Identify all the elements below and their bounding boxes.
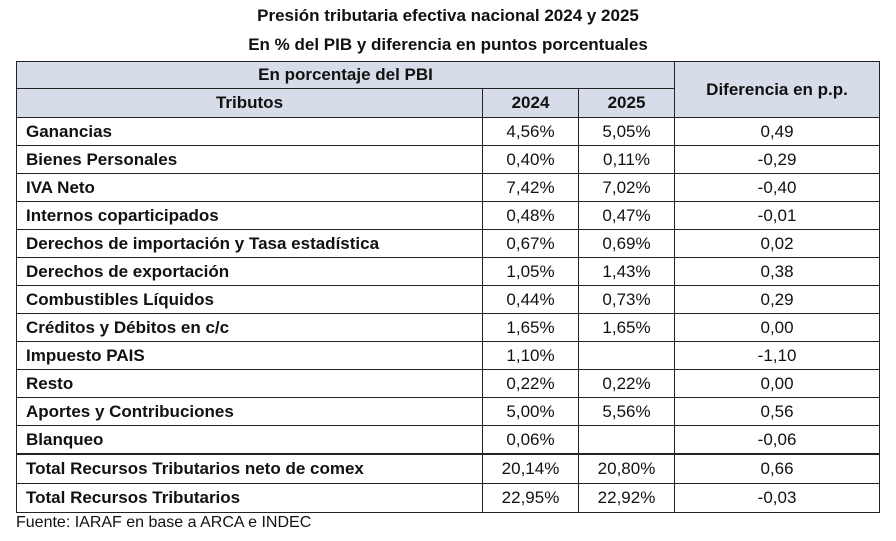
tributo-name: Derechos de exportación <box>17 258 483 286</box>
value-difference: -1,10 <box>675 342 880 370</box>
value-difference: 0,29 <box>675 286 880 314</box>
value-difference: -0,06 <box>675 426 880 455</box>
table-row: Créditos y Débitos en c/c1,65%1,65%0,00 <box>17 314 880 342</box>
value-2024: 22,95% <box>483 484 579 513</box>
table-title: Presión tributaria efectiva nacional 202… <box>0 5 896 27</box>
value-2025: 5,56% <box>579 398 675 426</box>
table-row: Resto0,22%0,22%0,00 <box>17 370 880 398</box>
value-difference: -0,01 <box>675 202 880 230</box>
value-2025: 20,80% <box>579 454 675 484</box>
value-difference: 0,56 <box>675 398 880 426</box>
table-row: Derechos de importación y Tasa estadísti… <box>17 230 880 258</box>
tributo-name: Aportes y Contribuciones <box>17 398 483 426</box>
value-2025: 0,47% <box>579 202 675 230</box>
value-2024: 0,67% <box>483 230 579 258</box>
tributo-name: Blanqueo <box>17 426 483 455</box>
tributo-name: Combustibles Líquidos <box>17 286 483 314</box>
table-row: IVA Neto7,42%7,02%-0,40 <box>17 174 880 202</box>
value-2025: 5,05% <box>579 118 675 146</box>
header-2025: 2025 <box>579 89 675 118</box>
table-row: Bienes Personales0,40%0,11%-0,29 <box>17 146 880 174</box>
value-2024: 4,56% <box>483 118 579 146</box>
tax-pressure-table: En porcentaje del PBI Diferencia en p.p.… <box>16 61 880 513</box>
header-group-label: En porcentaje del PBI <box>17 62 675 89</box>
value-difference: 0,02 <box>675 230 880 258</box>
table-row: Impuesto PAIS1,10% -1,10 <box>17 342 880 370</box>
value-difference: 0,66 <box>675 454 880 484</box>
value-2025: 1,43% <box>579 258 675 286</box>
value-difference: 0,00 <box>675 314 880 342</box>
tributo-name: Total Recursos Tributarios neto de comex <box>17 454 483 484</box>
value-2025: 0,22% <box>579 370 675 398</box>
tributo-name: Resto <box>17 370 483 398</box>
tributo-name: Internos coparticipados <box>17 202 483 230</box>
value-2024: 0,22% <box>483 370 579 398</box>
value-2025: 1,65% <box>579 314 675 342</box>
tributo-name: Ganancias <box>17 118 483 146</box>
value-2024: 5,00% <box>483 398 579 426</box>
value-2025: 0,73% <box>579 286 675 314</box>
table-row: Aportes y Contribuciones5,00%5,56%0,56 <box>17 398 880 426</box>
table-row: Combustibles Líquidos0,44%0,73%0,29 <box>17 286 880 314</box>
table-row: Blanqueo0,06% -0,06 <box>17 426 880 455</box>
header-tributos: Tributos <box>17 89 483 118</box>
value-difference: -0,40 <box>675 174 880 202</box>
value-2024: 0,06% <box>483 426 579 455</box>
table-subtitle: En % del PIB y diferencia en puntos porc… <box>0 34 896 56</box>
tributo-name: Créditos y Débitos en c/c <box>17 314 483 342</box>
table-row: Internos coparticipados0,48%0,47%-0,01 <box>17 202 880 230</box>
value-2024: 1,10% <box>483 342 579 370</box>
total-row: Total Recursos Tributarios22,95%22,92%-0… <box>17 484 880 513</box>
value-2024: 7,42% <box>483 174 579 202</box>
value-2025: 0,11% <box>579 146 675 174</box>
value-difference: 0,49 <box>675 118 880 146</box>
tributo-name: Derechos de importación y Tasa estadísti… <box>17 230 483 258</box>
tributo-name: Impuesto PAIS <box>17 342 483 370</box>
value-2025: 22,92% <box>579 484 675 513</box>
value-2024: 1,65% <box>483 314 579 342</box>
value-difference: 0,38 <box>675 258 880 286</box>
source-note: Fuente: IARAF en base a ARCA e INDEC <box>16 512 311 534</box>
total-row: Total Recursos Tributarios neto de comex… <box>17 454 880 484</box>
table-row: Derechos de exportación1,05%1,43%0,38 <box>17 258 880 286</box>
value-2024: 20,14% <box>483 454 579 484</box>
tributo-name: Total Recursos Tributarios <box>17 484 483 513</box>
tributo-name: IVA Neto <box>17 174 483 202</box>
value-2024: 0,40% <box>483 146 579 174</box>
value-2025 <box>579 426 675 455</box>
value-2024: 1,05% <box>483 258 579 286</box>
header-2024: 2024 <box>483 89 579 118</box>
value-difference: 0,00 <box>675 370 880 398</box>
value-difference: -0,03 <box>675 484 880 513</box>
header-difference: Diferencia en p.p. <box>675 62 880 118</box>
value-2025 <box>579 342 675 370</box>
table-row: Ganancias4,56%5,05%0,49 <box>17 118 880 146</box>
table-body: Ganancias4,56%5,05%0,49Bienes Personales… <box>17 118 880 513</box>
value-2024: 0,48% <box>483 202 579 230</box>
value-2024: 0,44% <box>483 286 579 314</box>
value-difference: -0,29 <box>675 146 880 174</box>
value-2025: 7,02% <box>579 174 675 202</box>
value-2025: 0,69% <box>579 230 675 258</box>
tributo-name: Bienes Personales <box>17 146 483 174</box>
